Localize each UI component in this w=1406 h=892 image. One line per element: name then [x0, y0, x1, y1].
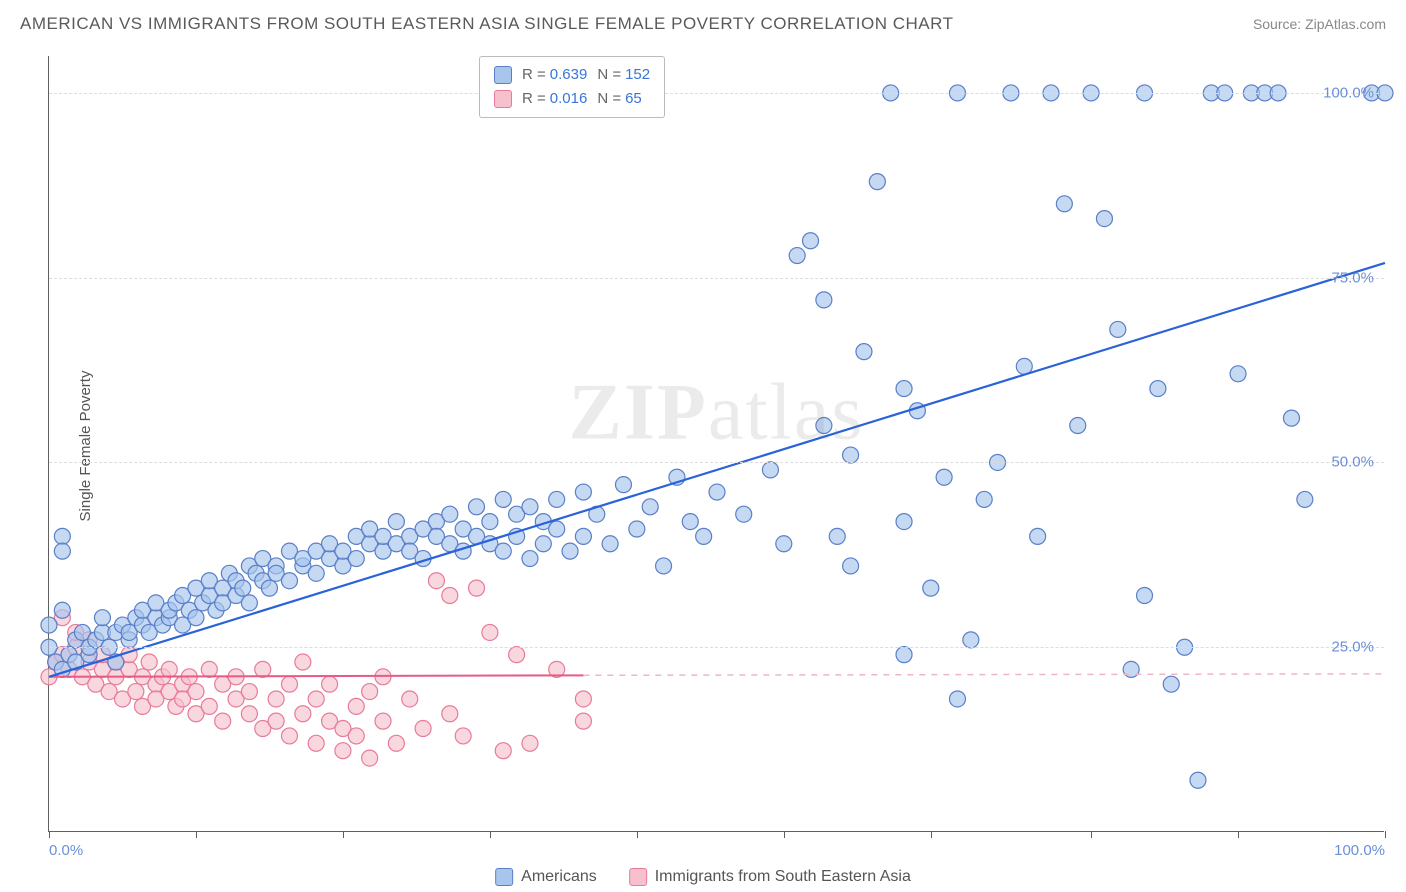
xtick-mark: [49, 831, 50, 838]
legend-item-immigrants: Immigrants from South Eastern Asia: [629, 868, 911, 886]
n-label: N =65: [597, 87, 641, 111]
xtick-mark: [1091, 831, 1092, 838]
gridline-h: [49, 278, 1384, 279]
xtick-mark: [343, 831, 344, 838]
gridline-h: [49, 462, 1384, 463]
gridline-h: [49, 93, 1384, 94]
xtick-mark: [1238, 831, 1239, 838]
xtick-label: 100.0%: [1334, 842, 1385, 859]
chart-header: AMERICAN VS IMMIGRANTS FROM SOUTH EASTER…: [0, 0, 1406, 44]
legend-row-pink: R =0.016 N =65: [494, 87, 650, 111]
swatch-pink-icon: [494, 90, 512, 108]
ytick-label: 75.0%: [1331, 269, 1374, 286]
gridline-h: [49, 647, 1384, 648]
swatch-pink-icon: [629, 868, 647, 886]
xtick-mark: [490, 831, 491, 838]
scatter-svg: [49, 56, 1384, 831]
correlation-legend: R =0.639 N =152 R =0.016 N =65: [479, 56, 665, 118]
xtick-mark: [196, 831, 197, 838]
n-label: N =152: [597, 63, 650, 87]
series-legend: Americans Immigrants from South Eastern …: [495, 868, 911, 886]
r-label: R =0.016: [522, 87, 587, 111]
xtick-mark: [1385, 831, 1386, 838]
chart-plot-area: ZIPatlas R =0.639 N =152 R =0.016 N =65 …: [48, 56, 1384, 832]
ytick-label: 25.0%: [1331, 639, 1374, 656]
swatch-blue-icon: [495, 868, 513, 886]
legend-label: Americans: [521, 868, 597, 886]
xtick-label: 0.0%: [49, 842, 83, 859]
xtick-mark: [637, 831, 638, 838]
xtick-mark: [931, 831, 932, 838]
ytick-label: 50.0%: [1331, 454, 1374, 471]
chart-title: AMERICAN VS IMMIGRANTS FROM SOUTH EASTER…: [20, 14, 953, 34]
legend-label: Immigrants from South Eastern Asia: [655, 868, 911, 886]
legend-item-americans: Americans: [495, 868, 597, 886]
r-label: R =0.639: [522, 63, 587, 87]
ytick-label: 100.0%: [1323, 84, 1374, 101]
source-attribution: Source: ZipAtlas.com: [1253, 16, 1386, 32]
xtick-mark: [784, 831, 785, 838]
legend-row-blue: R =0.639 N =152: [494, 63, 650, 87]
swatch-blue-icon: [494, 66, 512, 84]
